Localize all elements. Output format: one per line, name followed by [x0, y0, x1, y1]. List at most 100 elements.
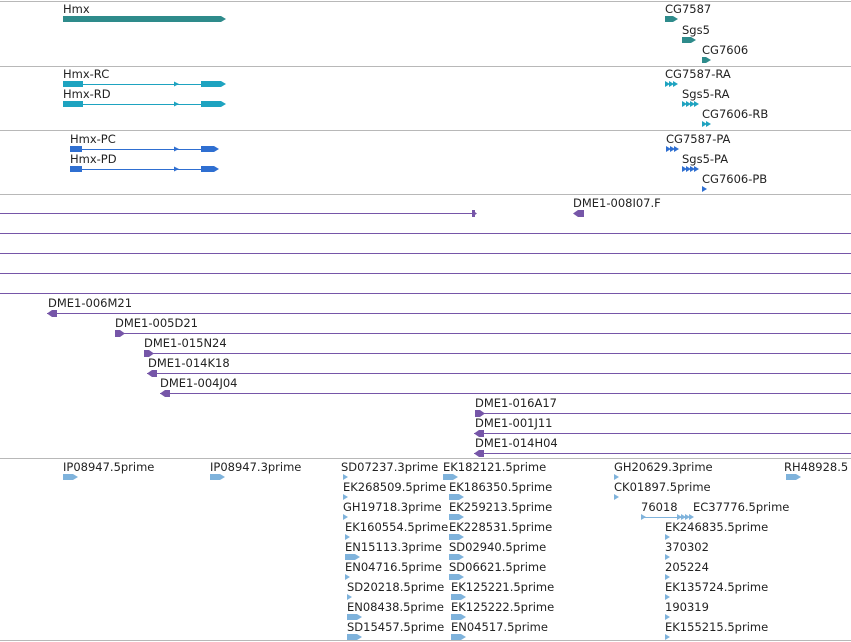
clone-dme1-008i07f: [578, 210, 584, 217]
gene-cg7587-head: [673, 16, 678, 22]
est-10: [347, 634, 357, 640]
gene-label-cg7606[interactable]: CG7606: [702, 43, 749, 57]
clone-label-dme1-014h04[interactable]: DME1-014H04: [475, 436, 558, 450]
protein-sgs5-pa-1: [686, 166, 691, 172]
protein-label-sgs5-pa[interactable]: Sgs5-PA: [682, 152, 729, 166]
protein-label-cg7587-pa[interactable]: CG7587-PA: [666, 132, 731, 146]
clone-label-dme1-004j04[interactable]: DME1-004J04: [160, 376, 238, 390]
est-label-22[interactable]: 76018: [641, 500, 678, 514]
est-label-30[interactable]: RH48928.5: [784, 460, 849, 474]
est-1-head: [220, 474, 225, 480]
est-label-10[interactable]: SD15457.5prime: [347, 620, 445, 634]
est-17-head: [461, 594, 466, 600]
protein-hmx-pd-exon2: [201, 166, 214, 172]
transcript-hmx-rd-exon2: [201, 101, 221, 107]
est-label-16[interactable]: SD06621.5prime: [449, 560, 547, 574]
est-label-25[interactable]: 370302: [665, 540, 709, 554]
est-label-1[interactable]: IP08947.3prime: [210, 460, 302, 474]
gene-hmx: [63, 16, 221, 22]
transcript-cg7587-ra-1: [669, 81, 674, 87]
clone-label-dme1-014k18[interactable]: DME1-014K18: [148, 356, 230, 370]
gene-label-hmx[interactable]: Hmx: [63, 2, 90, 16]
est-label-29[interactable]: EK155215.5prime: [665, 620, 769, 634]
est-6-head: [355, 554, 360, 560]
transcript-label-sgs5-ra[interactable]: Sgs5-RA: [682, 87, 730, 101]
protein-cg7587-pa-1: [670, 146, 675, 152]
clone-label-dme1-016a17[interactable]: DME1-016A17: [475, 396, 557, 410]
est-label-14[interactable]: EK228531.5prime: [449, 520, 553, 534]
protein-label-hmx-pd[interactable]: Hmx-PD: [70, 152, 117, 166]
est-label-2[interactable]: SD07237.3prime: [341, 460, 439, 474]
transcript-hmx-rc-exon2: [201, 81, 221, 87]
protein-sgs5-pa-3: [694, 166, 699, 172]
est-0: [63, 474, 73, 480]
transcript-label-hmx-rd[interactable]: Hmx-RD: [63, 87, 111, 101]
est-label-17[interactable]: EK125221.5prime: [451, 580, 555, 594]
est-label-24[interactable]: EK246835.5prime: [665, 520, 769, 534]
clone-dme1-008i07f-head: [573, 210, 578, 217]
est-label-23[interactable]: EC37776.5prime: [693, 500, 790, 514]
transcript-label-cg7587-ra[interactable]: CG7587-RA: [665, 67, 731, 81]
est-label-27[interactable]: EK135724.5prime: [665, 580, 769, 594]
est-30-head: [796, 474, 801, 480]
clone-label-dme1-005d21[interactable]: DME1-005D21: [115, 316, 198, 330]
est-26: [665, 574, 670, 580]
transcript-hmx-rd-exon1: [63, 101, 83, 107]
est-label-11[interactable]: EK182121.5prime: [443, 460, 547, 474]
transcript-label-cg7606-rb[interactable]: CG7606-RB: [702, 107, 769, 121]
est-label-9[interactable]: EN08438.5prime: [347, 600, 444, 614]
clone-long-1-head-base: [472, 210, 475, 217]
est-label-3[interactable]: EK268509.5prime: [343, 480, 447, 494]
protein-sgs5-pa-0: [682, 166, 687, 172]
est-22-h2: [685, 514, 690, 520]
clone-label-dme1-001j11[interactable]: DME1-001J11: [475, 416, 553, 430]
est-0-head: [73, 474, 78, 480]
est-label-26[interactable]: 205224: [665, 560, 709, 574]
transcript-label-hmx-rc[interactable]: Hmx-RC: [63, 67, 110, 81]
est-label-15[interactable]: SD02940.5prime: [449, 540, 547, 554]
est-label-12[interactable]: EK186350.5prime: [449, 480, 553, 494]
protein-cg7587-pa-2: [674, 146, 679, 152]
transcript-cg7587-ra-0: [665, 81, 670, 87]
gene-cg7606-head: [706, 57, 711, 63]
est-15-head: [459, 554, 464, 560]
est-label-0[interactable]: IP08947.5prime: [63, 460, 155, 474]
est-18-head: [461, 614, 466, 620]
clone-dme1-014h04: [479, 450, 484, 457]
clone-label-dme1-006m21[interactable]: DME1-006M21: [48, 296, 133, 310]
clone-dme1-016a17-head: [480, 410, 485, 417]
est-label-18[interactable]: EK125222.5prime: [451, 600, 555, 614]
transcript-hmx-rd-intron-arrow: [174, 101, 179, 107]
est-22-h0: [677, 514, 682, 520]
est-label-20[interactable]: GH20629.3prime: [614, 460, 713, 474]
est-label-19[interactable]: EN04517.5prime: [451, 620, 548, 634]
transcript-cg7606-rb-0: [702, 121, 707, 127]
est-29: [665, 634, 670, 640]
est-11-head: [453, 474, 458, 480]
est-20: [614, 474, 619, 480]
clone-label-dme1-015n24[interactable]: DME1-015N24: [144, 336, 227, 350]
est-label-4[interactable]: GH19718.3prime: [343, 500, 442, 514]
protein-label-hmx-pc[interactable]: Hmx-PC: [70, 132, 116, 146]
est-label-5[interactable]: EK160554.5prime: [345, 520, 449, 534]
est-label-13[interactable]: EK259213.5prime: [449, 500, 553, 514]
est-16-head: [459, 574, 464, 580]
est-label-7[interactable]: EN04716.5prime: [345, 560, 442, 574]
est-3: [343, 494, 348, 500]
est-9-head: [357, 614, 362, 620]
est-label-8[interactable]: SD20218.5prime: [347, 580, 445, 594]
est-label-28[interactable]: 190319: [665, 600, 709, 614]
est-5: [345, 534, 350, 540]
gene-cg7587: [665, 16, 673, 22]
gene-label-cg7587[interactable]: CG7587: [665, 2, 712, 16]
protein-hmx-pc-intron-arrow: [174, 146, 179, 152]
protein-label-cg7606-pb[interactable]: CG7606-PB: [702, 172, 768, 186]
gene-sgs5-head: [691, 37, 696, 43]
gene-cg7606: [702, 57, 706, 63]
est-label-21[interactable]: CK01897.5prime: [614, 480, 711, 494]
clone-label-dme1-008i07f[interactable]: DME1-008I07.F: [573, 196, 661, 210]
gene-label-sgs5[interactable]: Sgs5: [682, 23, 710, 37]
est-label-6[interactable]: EN15113.3prime: [345, 540, 442, 554]
